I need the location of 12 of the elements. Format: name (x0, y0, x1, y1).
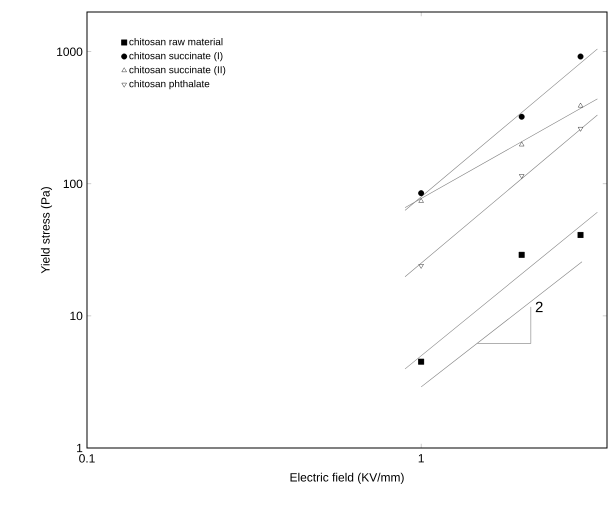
y-tick-label: 100 (64, 180, 82, 188)
y-tick-label: 10 (70, 312, 82, 320)
y-tick-label: 1000 (57, 48, 82, 56)
y-axis-title: Yield stress (Pa) (40, 187, 52, 274)
legend-label: chitosan raw material (129, 38, 222, 46)
legend-label: chitosan succinate (II) (129, 66, 226, 76)
legend-label: chitosan phthalate (129, 80, 210, 90)
x-tick-label: 0.1 (79, 454, 95, 463)
annotation: 2 (536, 302, 543, 312)
y-tick-label: 1 (77, 444, 82, 452)
x-axis-title: Electric field (KV/mm) (290, 472, 404, 484)
legend-label: chitosan succinate (I) (129, 52, 222, 62)
